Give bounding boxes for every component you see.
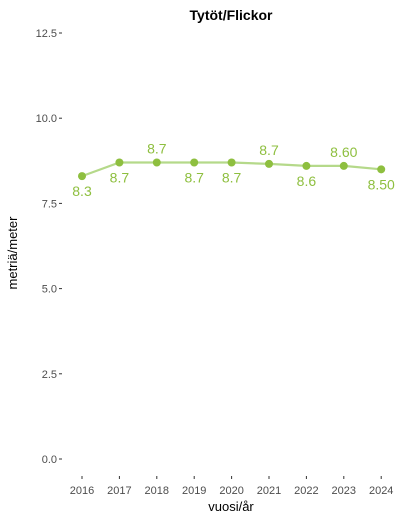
y-tick-label: 5.0 [42,284,57,296]
series [78,158,386,181]
x-tick-label: 2024 [369,485,393,497]
data-label: 8.3 [72,183,92,199]
x-tick-label: 2018 [145,485,169,497]
chart-title: Tytöt/Flickor [190,7,274,23]
data-point [190,158,199,167]
data-point [152,158,161,167]
y-tick-label: 10.0 [36,113,57,125]
y-tick-label: 0.0 [42,454,57,466]
data-point [78,172,86,181]
data-label: 8.60 [330,144,357,160]
data-label: 8.7 [259,142,279,158]
y-axis: 0.0 2.5 5.0 7.5 10.0 12.5 [36,28,62,466]
x-tick-label: 2021 [257,485,281,497]
x-tick-label: 2019 [182,485,206,497]
data-point [265,159,273,168]
data-labels: 8.3 8.7 8.7 8.7 8.7 8.7 8.6 8.60 8.50 [72,141,395,200]
data-label: 8.7 [222,170,242,186]
y-tick-label: 2.5 [42,369,57,381]
data-label: 8.7 [184,170,204,186]
x-axis: 2016 2017 2018 2019 2020 2021 2022 2023 2024 [70,476,393,497]
x-axis-title: vuosi/år [208,499,254,512]
data-point [227,158,236,167]
data-label: 8.50 [368,176,395,192]
x-tick-label: 2016 [70,485,94,497]
data-point [115,158,124,167]
x-tick-label: 2017 [107,485,131,497]
data-label: 8.7 [147,141,167,157]
y-tick-label: 12.5 [36,28,57,40]
data-label: 8.7 [110,170,130,186]
x-tick-label: 2020 [219,485,243,497]
x-tick-label: 2022 [294,485,318,497]
data-point [302,161,311,170]
x-tick-label: 2023 [332,485,356,497]
data-point [339,161,348,170]
data-point [377,165,386,174]
data-label: 8.6 [297,173,317,189]
y-axis-title: metriä/meter [5,216,20,290]
y-tick-label: 7.5 [42,198,57,210]
